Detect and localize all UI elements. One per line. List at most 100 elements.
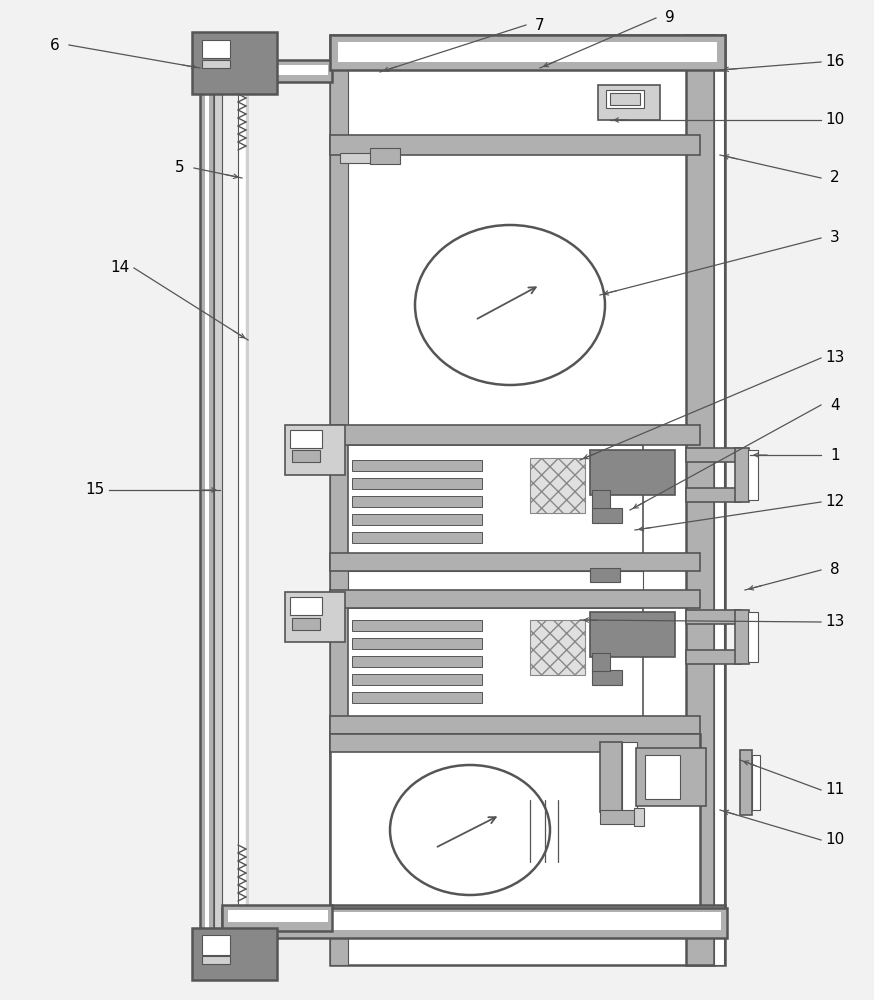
Bar — [352, 532, 482, 543]
Text: 3: 3 — [830, 231, 840, 245]
Bar — [735, 610, 749, 664]
Text: 2: 2 — [830, 170, 840, 186]
Text: 10: 10 — [825, 832, 844, 848]
Ellipse shape — [390, 765, 550, 895]
Bar — [330, 734, 700, 909]
Bar — [530, 458, 585, 513]
Bar — [338, 910, 717, 928]
Bar — [330, 35, 725, 965]
Ellipse shape — [415, 225, 605, 385]
Bar — [348, 571, 643, 593]
Bar — [740, 750, 752, 815]
Bar — [530, 620, 585, 675]
Bar — [352, 638, 482, 649]
Text: 16: 16 — [825, 54, 844, 70]
Bar — [200, 35, 214, 965]
Bar — [330, 553, 700, 571]
Bar — [330, 590, 700, 608]
Bar — [205, 35, 209, 965]
Bar — [748, 612, 758, 662]
Bar — [735, 448, 749, 502]
Bar — [622, 742, 637, 812]
Bar — [338, 42, 717, 62]
Bar — [228, 65, 328, 75]
Bar — [202, 40, 230, 58]
Bar — [352, 620, 482, 631]
Bar — [330, 905, 725, 935]
Bar — [222, 60, 332, 82]
Bar — [202, 956, 230, 964]
Bar — [600, 742, 622, 812]
Bar — [600, 810, 635, 824]
Bar — [370, 148, 400, 164]
Bar — [352, 460, 482, 471]
Bar — [352, 692, 482, 703]
Bar — [228, 910, 328, 922]
Bar — [352, 656, 482, 667]
Bar — [714, 35, 724, 965]
Text: 13: 13 — [825, 614, 844, 630]
Bar — [606, 90, 644, 108]
Bar — [292, 618, 320, 630]
Bar — [330, 135, 700, 155]
Text: 14: 14 — [110, 260, 129, 275]
Text: 1: 1 — [830, 448, 840, 462]
Bar — [610, 93, 640, 105]
Bar — [228, 912, 721, 930]
Bar — [352, 674, 482, 685]
Bar — [290, 430, 322, 448]
Bar — [686, 35, 714, 965]
Bar — [348, 445, 643, 555]
Bar — [330, 35, 725, 70]
Bar — [352, 478, 482, 489]
Text: 7: 7 — [535, 17, 545, 32]
Bar — [748, 450, 758, 500]
Text: 10: 10 — [825, 112, 844, 127]
Bar — [592, 508, 622, 523]
Bar — [214, 35, 222, 965]
Bar — [348, 608, 643, 718]
Text: 11: 11 — [825, 782, 844, 798]
Bar — [330, 734, 700, 752]
Text: 5: 5 — [175, 160, 184, 176]
Text: 9: 9 — [665, 10, 675, 25]
Bar — [352, 514, 482, 525]
Bar — [592, 490, 610, 508]
Bar — [686, 488, 741, 502]
Bar — [222, 905, 332, 931]
Bar — [330, 716, 700, 734]
Bar — [285, 425, 345, 475]
Bar — [592, 670, 622, 685]
Bar — [686, 448, 741, 462]
Bar — [634, 808, 644, 826]
Bar — [330, 35, 348, 965]
Bar — [246, 75, 249, 923]
Bar — [285, 592, 345, 642]
Bar — [686, 650, 741, 664]
Bar — [330, 425, 700, 445]
Bar — [592, 653, 610, 671]
Bar — [202, 60, 230, 68]
Text: 6: 6 — [50, 37, 60, 52]
Bar — [645, 755, 680, 799]
Text: 8: 8 — [830, 562, 840, 578]
Bar — [598, 85, 660, 120]
Text: 4: 4 — [830, 397, 840, 412]
Bar — [590, 568, 620, 582]
Bar — [752, 755, 760, 810]
Bar — [202, 935, 230, 955]
Text: 15: 15 — [86, 483, 105, 497]
Bar — [292, 450, 320, 462]
Bar — [192, 32, 277, 94]
Bar — [222, 908, 727, 938]
Bar — [238, 75, 246, 923]
Bar — [636, 748, 706, 806]
Bar — [290, 597, 322, 615]
Bar — [192, 928, 277, 980]
Text: 13: 13 — [825, 351, 844, 365]
Text: 12: 12 — [825, 494, 844, 510]
Bar — [590, 450, 675, 495]
Bar — [686, 610, 741, 624]
Bar — [590, 612, 675, 657]
Bar — [352, 496, 482, 507]
